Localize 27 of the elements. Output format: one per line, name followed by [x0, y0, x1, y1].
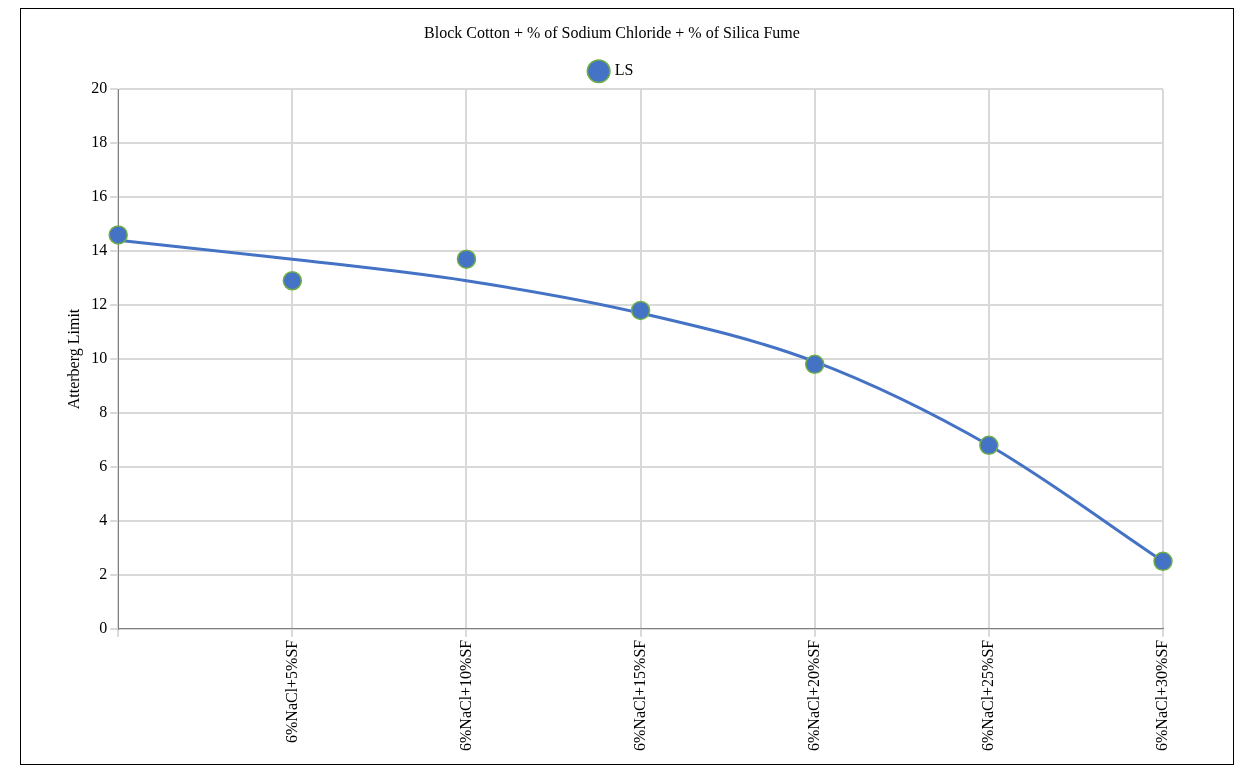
legend-label: LS	[614, 61, 634, 79]
point	[630, 300, 651, 321]
y-tick-label: 16	[91, 187, 108, 205]
y-tick-label: 2	[99, 565, 108, 582]
point	[979, 435, 999, 456]
y-tick-label: 0	[99, 618, 108, 636]
point	[108, 225, 128, 245]
x-tick-label: 6%NaCl+5%SF	[282, 639, 300, 743]
y-tick-label: 18	[91, 133, 108, 151]
point	[456, 249, 477, 269]
x-tick-label: 6%NaCl+20%SF	[804, 639, 822, 751]
y-tick-label: 8	[99, 403, 108, 421]
y-tick-label: 4	[99, 511, 108, 529]
x-tick-label: 6%NaCl+25%SF	[979, 639, 997, 751]
point	[282, 270, 303, 291]
y-tick-label: 12	[91, 295, 108, 313]
chart-title: Block Cotton + % of Sodium Chloride + % of Silica Fume	[424, 23, 800, 41]
x-tick-label: 6%NaCl+30%SF	[1153, 639, 1171, 751]
y-axis-title: Atterberg Limit	[64, 308, 83, 410]
point	[1153, 551, 1173, 572]
y-tick-label: 10	[91, 349, 108, 367]
y-tick-label: 14	[91, 241, 108, 259]
y-tick-label: 20	[91, 79, 108, 97]
point	[804, 354, 825, 375]
x-tick-label: 6%NaCl+10%SF	[456, 639, 474, 751]
x-tick-label: 6%NaCl+15%SF	[630, 639, 648, 751]
y-tick-label: 6	[99, 457, 108, 475]
